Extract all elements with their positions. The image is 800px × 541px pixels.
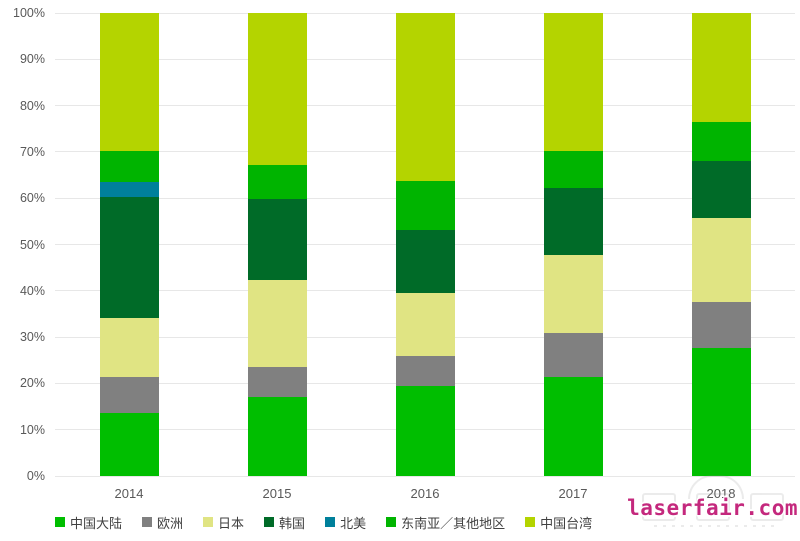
- legend-swatch-icon: [203, 517, 214, 527]
- legend-label: 东南亚／其他地区: [401, 515, 506, 531]
- segment-欧洲: [99, 377, 159, 413]
- legend-swatch-icon: [525, 517, 536, 527]
- legend-label: 韩国: [279, 515, 306, 531]
- segment-日本: [99, 317, 159, 378]
- segment-东南亚／其他地区: [247, 165, 307, 199]
- y-tick-label: 20%: [19, 376, 45, 391]
- segment-中国大陆: [247, 397, 307, 476]
- legend-label: 中国大陆: [70, 515, 123, 531]
- y-tick-label: 0%: [26, 469, 45, 483]
- segment-欧洲: [691, 302, 751, 349]
- segment-韩国: [395, 229, 455, 294]
- legend-swatch-icon: [142, 517, 153, 527]
- y-tick-label: 30%: [19, 330, 45, 345]
- segment-韩国: [247, 198, 307, 280]
- legend-swatch-icon: [55, 517, 65, 527]
- legend-label: 欧洲: [157, 515, 184, 531]
- bar-2016: [395, 13, 455, 476]
- y-tick-label: 10%: [19, 422, 45, 437]
- bar-2018: [691, 13, 751, 476]
- y-tick-label: 40%: [19, 283, 45, 298]
- legend-item: 中国台湾: [525, 513, 592, 532]
- segment-中国台湾: [395, 13, 455, 181]
- legend-swatch-icon: [264, 517, 275, 527]
- y-tick-label: 80%: [19, 98, 45, 113]
- legend-item: 中国大陆: [55, 513, 122, 532]
- segment-韩国: [543, 188, 603, 256]
- legend-swatch-icon: [325, 517, 336, 527]
- y-tick-label: 50%: [19, 237, 45, 252]
- legend-label: 日本: [218, 515, 245, 531]
- segment-东南亚／其他地区: [395, 180, 455, 230]
- y-tick-label: 90%: [19, 52, 45, 67]
- segment-东南亚／其他地区: [691, 121, 751, 161]
- gridline: [55, 475, 795, 477]
- x-tick-label: 2016: [410, 486, 440, 501]
- segment-韩国: [691, 160, 751, 219]
- legend-label: 中国台湾: [540, 515, 593, 531]
- segment-日本: [247, 279, 307, 368]
- segment-中国大陆: [395, 385, 455, 476]
- legend-label: 北美: [340, 515, 367, 531]
- legend-item: 东南亚／其他地区: [386, 513, 505, 532]
- segment-东南亚／其他地区: [543, 150, 603, 189]
- x-tick-label: 2015: [262, 486, 292, 501]
- bar-2014: [99, 13, 159, 476]
- segment-韩国: [99, 196, 159, 318]
- legend: 中国大陆 欧洲 日本 韩国 北美 东南亚／其他地区 中国台湾: [55, 511, 775, 533]
- segment-中国大陆: [543, 377, 603, 476]
- segment-欧洲: [395, 355, 455, 386]
- watermark-text: laserfair.com: [627, 496, 798, 520]
- y-tick-label: 100%: [13, 6, 45, 20]
- x-tick-label: 2018: [706, 486, 736, 501]
- segment-日本: [395, 293, 455, 356]
- plot-area: [55, 12, 795, 477]
- legend-item: 北美: [325, 513, 366, 532]
- segment-中国大陆: [99, 412, 159, 476]
- segment-日本: [543, 255, 603, 333]
- bar-2017: [543, 13, 603, 476]
- segment-中国台湾: [691, 13, 751, 122]
- segment-中国大陆: [691, 348, 751, 476]
- x-tick-label: 2017: [558, 486, 588, 501]
- bar-2015: [247, 13, 307, 476]
- y-tick-label: 60%: [19, 191, 45, 206]
- y-tick-label: 70%: [19, 144, 45, 159]
- gridline: [55, 12, 795, 14]
- legend-item: 韩国: [264, 513, 305, 532]
- segment-中国台湾: [247, 13, 307, 166]
- segment-中国台湾: [99, 13, 159, 152]
- segment-欧洲: [247, 367, 307, 398]
- x-axis: 2014 2015 2016 2017 2018: [55, 486, 795, 504]
- legend-item: 欧洲: [142, 513, 183, 532]
- segment-东南亚／其他地区: [99, 151, 159, 183]
- legend-swatch-icon: [386, 517, 397, 527]
- segment-中国台湾: [543, 13, 603, 151]
- segment-北美: [99, 182, 159, 197]
- segment-日本: [691, 218, 751, 303]
- segment-欧洲: [543, 332, 603, 378]
- legend-item: 日本: [203, 513, 244, 532]
- x-tick-label: 2014: [114, 486, 144, 501]
